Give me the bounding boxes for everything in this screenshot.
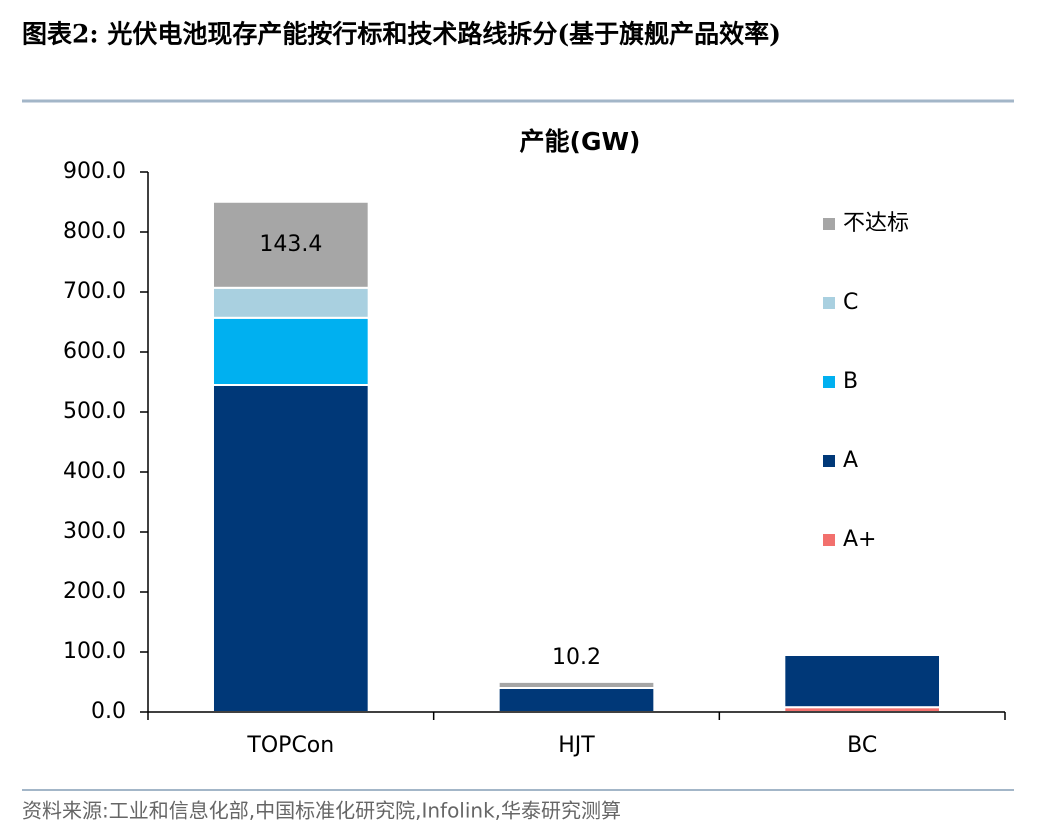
legend-swatch [823,297,835,309]
y-tick-label: 900.0 [63,159,126,184]
y-tick-label: 300.0 [63,519,126,544]
data-label: 10.2 [552,645,601,670]
y-tick-label: 200.0 [63,579,126,604]
legend-label: B [843,369,858,394]
data-label: 143.4 [259,232,322,257]
legend-label: 不达标 [843,211,909,236]
bar-segment [497,687,656,713]
y-tick-label: 400.0 [63,459,126,484]
legend-swatch [823,218,835,230]
legend-label: A [843,448,858,473]
y-tick-label: 500.0 [63,399,126,424]
source-note: 资料来源:工业和信息化部,中国标准化研究院,Infolink,华泰研究测算 [22,799,621,823]
x-tick-label: HJT [558,733,595,758]
bar-segment [783,654,942,709]
y-tick-label: 800.0 [63,219,126,244]
y-tick-label: 0.0 [91,699,126,724]
header-title: 图表2: 光伏电池现存产能按行标和技术路线拆分(基于旗舰产品效率) [22,20,781,49]
x-tick-label: BC [847,733,877,758]
legend-swatch [823,376,835,388]
bar-segment [211,384,370,713]
bar-segment [211,316,370,386]
chart-title: 产能(GW) [520,127,641,156]
bar-segment [211,200,370,289]
y-tick-label: 700.0 [63,279,126,304]
legend-label: A+ [843,527,876,552]
legend-label: C [843,290,858,315]
bar-segment [211,286,370,319]
y-tick-label: 100.0 [63,639,126,664]
legend-swatch [823,455,835,467]
y-tick-label: 600.0 [63,339,126,364]
x-tick-label: TOPCon [246,733,334,758]
legend-swatch [823,534,835,546]
bar-segment [497,680,656,690]
